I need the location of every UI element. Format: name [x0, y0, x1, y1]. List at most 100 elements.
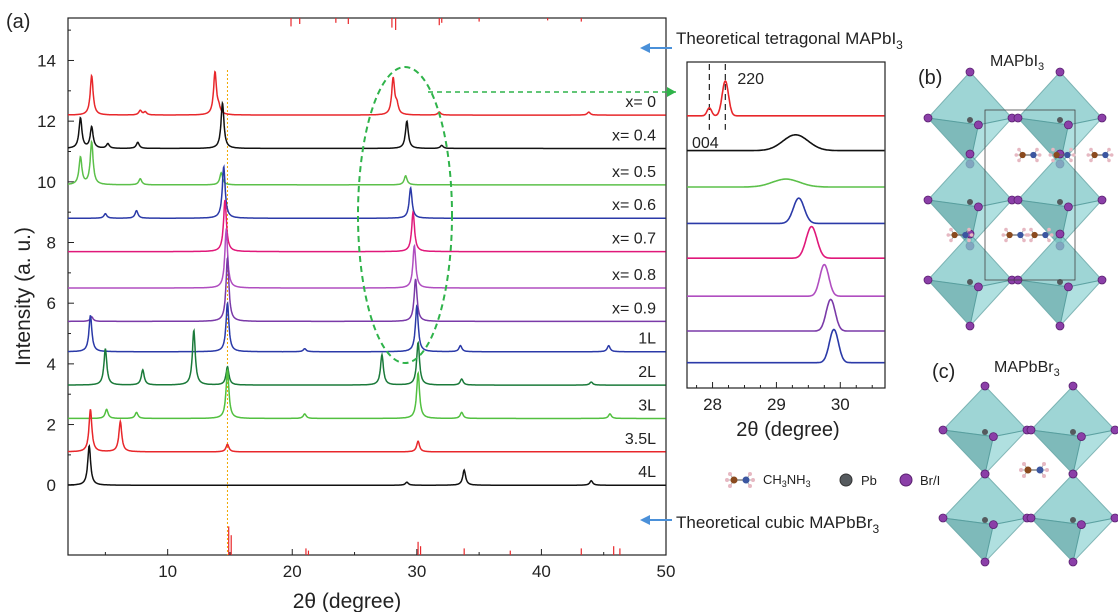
series-label: 4L	[638, 464, 656, 481]
halide-atom	[989, 520, 998, 529]
halide-atom	[974, 282, 983, 292]
y-tick-label: 14	[37, 51, 56, 70]
lead-atom	[982, 429, 988, 435]
lead-atom	[1070, 517, 1076, 523]
series-label: x= 0	[625, 94, 656, 111]
halide-atom	[923, 275, 933, 285]
mapbbr3-crystal-structure	[938, 381, 1118, 567]
octahedron-b-face	[969, 279, 1014, 328]
halide-atom	[1026, 513, 1036, 523]
atom-legend: CH3NH3 Pb Br/I	[725, 472, 940, 489]
x-tick-label: 10	[158, 562, 177, 581]
halide-atom	[1068, 469, 1078, 479]
y-tick-label: 2	[47, 416, 56, 435]
panel-c-title: MAPbBr3	[994, 359, 1060, 379]
halide-atom	[1110, 513, 1118, 523]
panel-c-label: (c)	[932, 361, 955, 383]
inset-series-line	[687, 225, 885, 259]
inset-x-axis-label: 2θ (degree)	[736, 419, 839, 441]
halide-atom	[1055, 67, 1065, 77]
series-label: x= 0.9	[612, 300, 656, 317]
halide-atom	[1064, 120, 1073, 130]
panel-b-title: MAPbI3	[990, 53, 1044, 73]
series-line	[68, 100, 666, 150]
halide-atom	[1026, 425, 1036, 435]
halide-atom	[980, 557, 990, 567]
octahedron-b	[926, 153, 1013, 208]
ch3nh3-molecule	[1001, 227, 1029, 243]
halide-atom	[1055, 229, 1065, 239]
plot-frame	[67, 17, 667, 556]
lead-atom	[967, 279, 973, 285]
ch3nh3-legend-molecule	[725, 472, 755, 488]
ref-bottom-arrowhead	[640, 515, 650, 525]
lead-atom	[1057, 199, 1063, 205]
series-label: x= 0.5	[612, 164, 656, 181]
octahedron-c-face	[941, 429, 995, 476]
zoom-arrow-head	[667, 87, 676, 97]
inset-x-tick-label: 30	[831, 395, 850, 414]
series-label: 3L	[638, 397, 656, 414]
x-tick-label: 20	[283, 562, 302, 581]
series-label: 3.5L	[625, 431, 656, 448]
series-line	[67, 443, 666, 486]
inset-series-line	[687, 263, 885, 297]
inset-frame	[686, 61, 886, 389]
halide-atom	[1068, 557, 1078, 567]
octahedron-c-face	[1029, 517, 1083, 564]
halide-atom	[1055, 321, 1065, 331]
halide-atom	[1064, 202, 1073, 212]
inset-xrd-chart: 28 29 30 2θ (degree) 004 220	[686, 61, 886, 441]
inset-x-tick-label: 28	[703, 395, 722, 414]
octahedron-b-face	[969, 117, 1014, 166]
octahedron-b	[926, 233, 1013, 288]
ch3nh3-molecule	[1014, 147, 1042, 163]
ch3nh3-molecule	[1026, 227, 1054, 243]
y-tick-label: 0	[47, 476, 56, 495]
octahedron-c-face	[1072, 429, 1117, 476]
x-tick-label: 30	[407, 562, 426, 581]
peak-label-004: 004	[692, 135, 719, 152]
panel-a-label: (a)	[6, 11, 30, 33]
ch3nh3-molecule	[1048, 147, 1076, 163]
octahedron-b-face	[969, 199, 1014, 248]
pb-atom-icon	[839, 473, 853, 487]
halide-atom	[965, 321, 975, 331]
inset-series-line	[687, 178, 885, 188]
peak-label-220: 220	[737, 71, 764, 88]
series-line	[68, 367, 666, 420]
y-tick-label: 8	[47, 234, 56, 253]
lead-atom	[982, 517, 988, 523]
halide-atom	[1013, 195, 1023, 205]
halide-atom	[1077, 520, 1086, 529]
legend-ch3nh3: CH3NH3	[763, 472, 811, 489]
octahedron-b-face	[1059, 279, 1104, 328]
halide-atom	[1097, 275, 1107, 285]
series-label: 2L	[638, 364, 656, 381]
halide-atom	[938, 425, 948, 435]
inset-series-line	[687, 79, 885, 117]
octahedron-c-face	[1072, 517, 1117, 564]
series-label: x= 0.4	[612, 127, 656, 144]
y-tick-label: 6	[47, 294, 56, 313]
reference-arrows	[640, 43, 672, 525]
halide-atom	[938, 513, 948, 523]
series-line	[68, 70, 666, 116]
x-axis-label: 2θ (degree)	[293, 590, 402, 612]
legend-br-i: Br/I	[920, 473, 940, 488]
y-tick-label: 10	[37, 173, 56, 192]
series-label: x= 0.8	[612, 267, 656, 284]
highlight-ellipse	[357, 66, 676, 364]
halide-atom	[1064, 282, 1073, 292]
octahedron-b-face	[1016, 279, 1070, 328]
octahedron-c-face	[984, 429, 1029, 476]
halide-atom	[1097, 195, 1107, 205]
series-label: 1L	[638, 331, 656, 348]
halide-atom	[923, 195, 933, 205]
series-label: x= 0.7	[612, 231, 656, 248]
halide-atom	[980, 469, 990, 479]
ch3nh3-molecule	[1086, 147, 1114, 163]
legend-pb: Pb	[861, 473, 877, 488]
y-tick-label: 12	[37, 112, 56, 131]
halide-atom	[1077, 432, 1086, 442]
